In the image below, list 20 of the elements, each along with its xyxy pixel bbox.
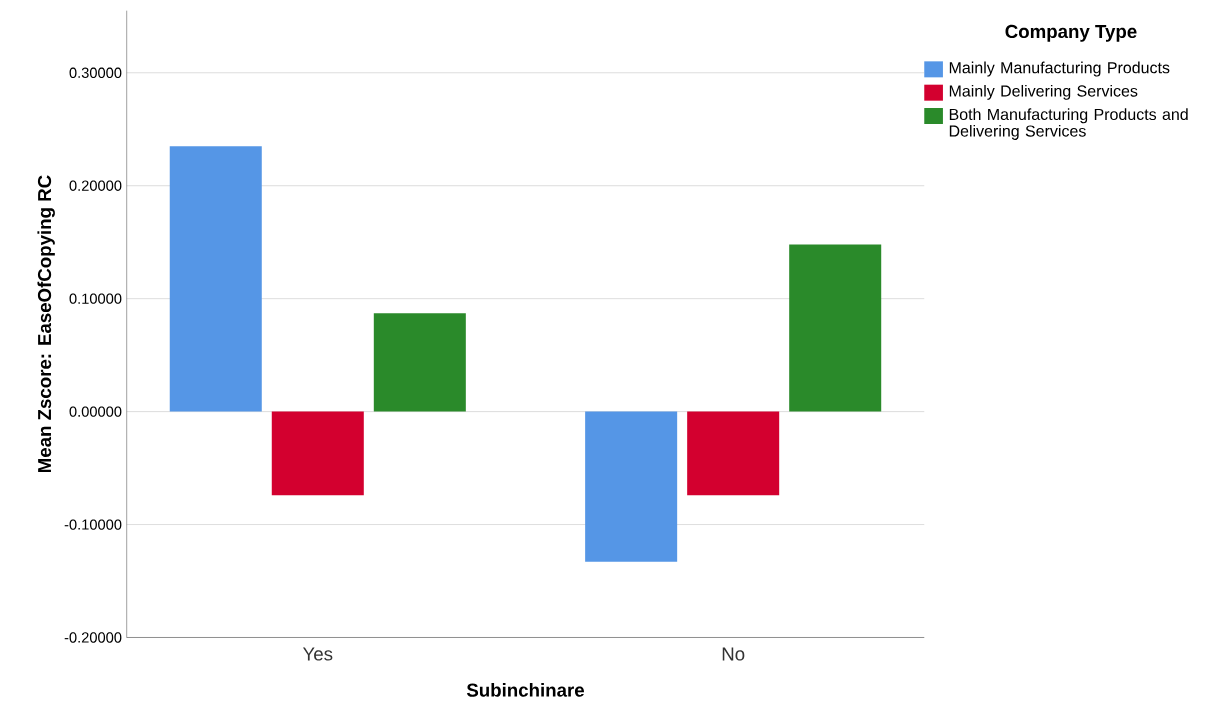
bar xyxy=(373,313,466,412)
legend-label: Mainly Delivering Services xyxy=(949,84,1138,100)
legend-title: Company Type xyxy=(1005,24,1137,42)
bar xyxy=(169,146,262,412)
x-axis-title: Subinchinare xyxy=(466,682,584,697)
bar xyxy=(271,411,364,496)
y-tick-label: 0.00000 xyxy=(69,406,122,417)
legend-label: Both Manufacturing Products and Delivering Services xyxy=(949,108,1188,140)
y-tick-label: -0.20000 xyxy=(64,632,122,643)
bar xyxy=(687,411,780,496)
bar xyxy=(585,411,678,562)
x-tick-label: No xyxy=(722,647,745,661)
y-tick-label: -0.10000 xyxy=(64,519,122,530)
legend-label: Mainly Manufacturing Products xyxy=(949,61,1170,77)
y-tick-label: 0.10000 xyxy=(69,293,122,304)
x-tick-label: Yes xyxy=(302,647,333,661)
y-axis-title: Mean Zscore: EaseOfCopying RC xyxy=(37,175,55,472)
y-tick-label: 0.20000 xyxy=(69,180,122,191)
bar xyxy=(789,244,882,412)
y-tick-label: 0.30000 xyxy=(69,67,122,78)
